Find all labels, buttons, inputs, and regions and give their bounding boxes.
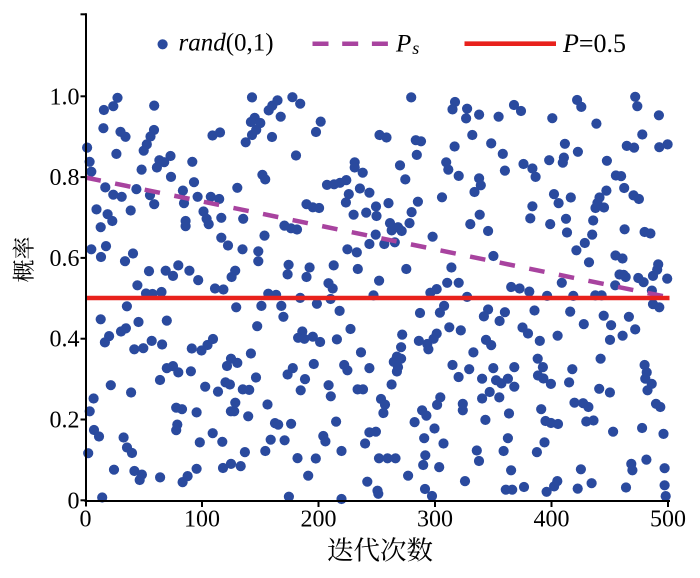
svg-text:P=0.5: P=0.5 (562, 29, 626, 58)
svg-text:0.2: 0.2 (50, 408, 80, 434)
svg-text:100: 100 (184, 507, 220, 533)
svg-text:0.8: 0.8 (50, 165, 80, 191)
svg-text:0.6: 0.6 (50, 246, 80, 272)
svg-text:rand(0,1): rand(0,1) (179, 30, 274, 57)
svg-text:200: 200 (301, 507, 337, 533)
svg-text:0.4: 0.4 (50, 327, 80, 353)
svg-text:500: 500 (650, 507, 686, 533)
svg-text:1.0: 1.0 (50, 84, 80, 110)
svg-text:400: 400 (534, 507, 570, 533)
svg-text:300: 300 (417, 507, 453, 533)
svg-text:0: 0 (80, 507, 92, 533)
svg-text:0: 0 (68, 488, 80, 514)
